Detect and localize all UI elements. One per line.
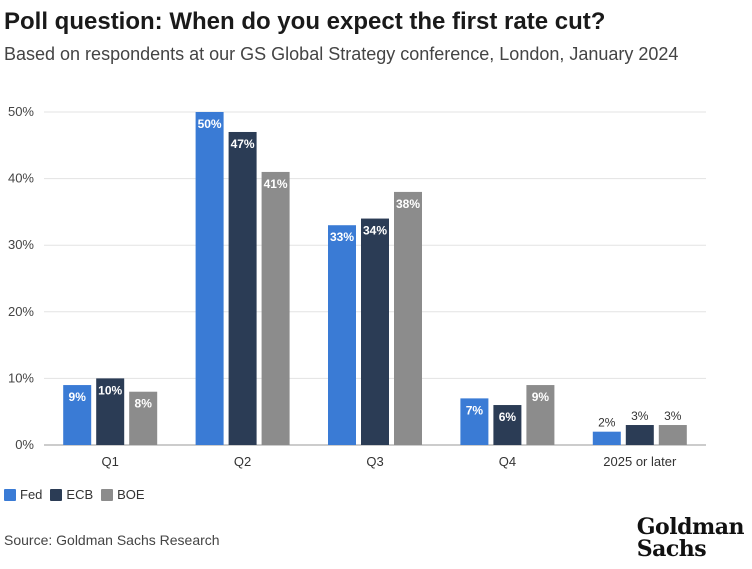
y-tick-label: 0% — [15, 437, 34, 452]
bar-label-ecb: 47% — [231, 137, 255, 151]
y-tick-label: 10% — [8, 370, 34, 385]
legend: Fed ECB BOE — [4, 487, 145, 502]
bar-label-fed: 33% — [330, 230, 354, 244]
bar-fed — [328, 225, 356, 445]
bar-boe — [394, 191, 422, 445]
bar-label-fed: 9% — [69, 390, 87, 404]
bar-boe — [261, 171, 290, 445]
bar-label-boe: 9% — [532, 390, 550, 404]
bar-fed — [460, 398, 489, 445]
legend-item-ecb: ECB — [50, 487, 93, 502]
legend-swatch-boe — [101, 488, 114, 501]
logo-line-2: Sachs — [636, 536, 707, 562]
bar-chart: 0% 10% 20% 30% 40% 50% 9% 10% 8% Q1 50% 47% 41% Q2 33%… — [8, 104, 706, 469]
x-tick-label: Q2 — [234, 454, 251, 469]
bar-fed — [195, 112, 224, 445]
bar-boe — [129, 391, 158, 445]
source-note: Source: Goldman Sachs Research — [4, 532, 220, 548]
legend-item-boe: BOE — [101, 487, 145, 502]
y-tick-label: 20% — [8, 304, 34, 319]
bar-label-boe: 8% — [135, 397, 153, 411]
bar-boe — [658, 425, 687, 445]
y-tick-label: 40% — [8, 171, 34, 186]
legend-label-ecb: ECB — [66, 487, 94, 502]
bar-ecb — [493, 405, 522, 445]
chart-subtitle: Based on respondents at our GS Global St… — [4, 44, 679, 64]
bar-ecb — [361, 218, 389, 445]
chart-title: Poll question: When do you expect the fi… — [4, 8, 606, 35]
bar-boe — [526, 385, 555, 445]
legend-label-boe: BOE — [117, 487, 145, 502]
y-tick-label: 50% — [8, 104, 34, 119]
bar-label-ecb: 10% — [98, 383, 122, 397]
goldman-sachs-logo: Goldman Sachs — [636, 514, 745, 562]
legend-label-fed: Fed — [20, 487, 43, 502]
bar-label-boe: 38% — [396, 197, 420, 211]
x-tick-label: Q4 — [499, 454, 516, 469]
bar-label-fed: 7% — [466, 403, 484, 417]
bar-label-boe: 3% — [664, 409, 682, 423]
bar-fed — [592, 431, 621, 445]
bar-label-fed: 2% — [598, 416, 616, 430]
bar-label-fed: 50% — [198, 117, 222, 131]
x-tick-label: Q1 — [102, 454, 119, 469]
x-tick-label: 2025 or later — [603, 454, 677, 469]
bar-label-ecb: 6% — [499, 410, 517, 424]
legend-swatch-fed — [4, 488, 16, 501]
bar-ecb — [228, 131, 257, 446]
bar-label-ecb: 3% — [631, 409, 649, 423]
legend-item-fed: Fed — [4, 487, 42, 502]
legend-swatch-ecb — [50, 488, 63, 501]
bar-label-boe: 41% — [264, 177, 288, 191]
logo-line-1: Goldman — [636, 514, 745, 540]
bar-ecb — [96, 378, 125, 445]
bar-ecb — [625, 425, 654, 445]
bar-label-ecb: 34% — [363, 224, 387, 238]
x-tick-label: Q3 — [366, 454, 383, 469]
y-tick-label: 30% — [8, 237, 34, 252]
bar-fed — [63, 385, 92, 445]
